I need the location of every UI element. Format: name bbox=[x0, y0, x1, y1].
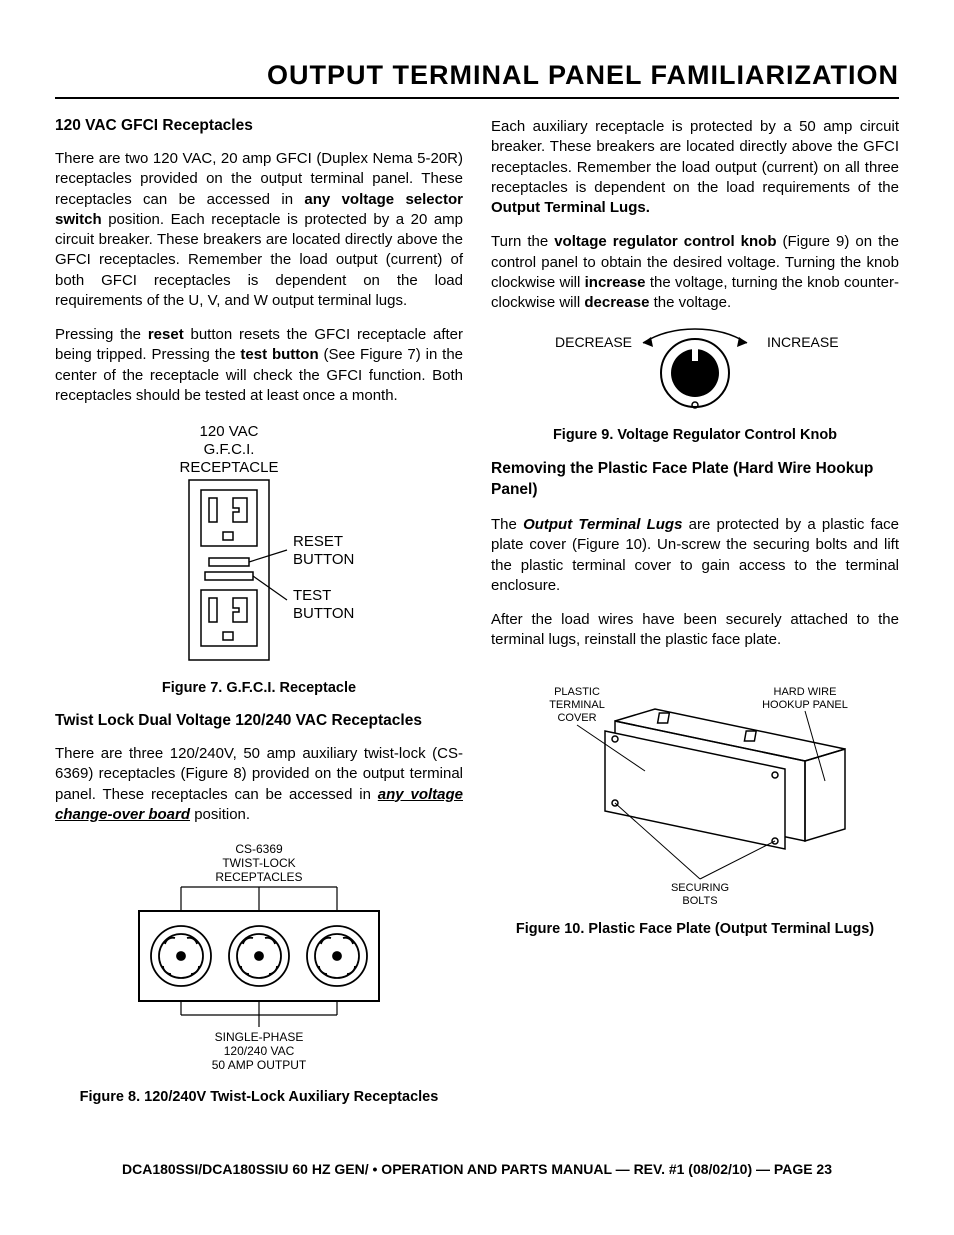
figure-7: 120 VAC G.F.C.I. RECEPTACLE bbox=[55, 420, 463, 674]
svg-text:120 VAC: 120 VAC bbox=[200, 423, 259, 440]
svg-text:DECREASE: DECREASE bbox=[555, 334, 632, 350]
para-faceplate-1: The Output Terminal Lugs are protected b… bbox=[491, 515, 899, 596]
text-bold: increase bbox=[585, 274, 646, 291]
svg-text:CS-6369: CS-6369 bbox=[235, 842, 283, 856]
figure-7-caption: Figure 7. G.F.C.I. Receptacle bbox=[55, 680, 463, 696]
text: The bbox=[491, 516, 523, 533]
para-gfci-reset: Pressing the reset button resets the GFC… bbox=[55, 325, 463, 406]
para-aux-breaker: Each auxiliary receptacle is protected b… bbox=[491, 117, 899, 218]
svg-text:RESET: RESET bbox=[293, 533, 343, 550]
para-voltage-knob: Turn the voltage regulator control knob … bbox=[491, 232, 899, 313]
svg-text:COVER: COVER bbox=[557, 712, 596, 724]
figure-9: DECREASE INCREASE bbox=[491, 327, 899, 421]
text-bold: decrease bbox=[584, 294, 649, 311]
figure-8-caption: Figure 8. 120/240V Twist-Lock Auxiliary … bbox=[55, 1089, 463, 1105]
svg-text:HARD WIRE: HARD WIRE bbox=[774, 686, 837, 698]
svg-text:TWIST-LOCK: TWIST-LOCK bbox=[222, 856, 295, 870]
para-faceplate-2: After the load wires have been securely … bbox=[491, 610, 899, 651]
heading-twistlock: Twist Lock Dual Voltage 120/240 VAC Rece… bbox=[55, 712, 463, 730]
text-bold-italic: Output Terminal Lugs bbox=[523, 516, 682, 533]
content-columns: 120 VAC GFCI Receptacles There are two 1… bbox=[55, 117, 899, 1121]
voltage-regulator-knob-diagram: DECREASE INCREASE bbox=[515, 327, 875, 417]
gfci-receptacle-diagram: 120 VAC G.F.C.I. RECEPTACLE bbox=[129, 420, 389, 670]
svg-text:SINGLE-PHASE: SINGLE-PHASE bbox=[215, 1030, 304, 1044]
figure-10: PLASTIC TERMINAL COVER HARD WIRE HOOKUP … bbox=[491, 681, 899, 915]
svg-text:TERMINAL: TERMINAL bbox=[549, 699, 605, 711]
svg-text:INCREASE: INCREASE bbox=[767, 334, 839, 350]
para-gfci-intro: There are two 120 VAC, 20 amp GFCI (Dupl… bbox=[55, 149, 463, 311]
svg-text:BUTTON: BUTTON bbox=[293, 605, 354, 622]
text: Pressing the bbox=[55, 326, 148, 343]
svg-text:BOLTS: BOLTS bbox=[682, 895, 717, 907]
text: Each auxiliary receptacle is protected b… bbox=[491, 118, 899, 196]
text: Turn the bbox=[491, 233, 554, 250]
text-bold: reset bbox=[148, 326, 184, 343]
page-title: OUTPUT TERMINAL PANEL FAMILIARIZATION bbox=[55, 60, 899, 91]
svg-text:HOOKUP PANEL: HOOKUP PANEL bbox=[762, 699, 848, 711]
svg-text:PLASTIC: PLASTIC bbox=[554, 686, 600, 698]
heading-gfci: 120 VAC GFCI Receptacles bbox=[55, 117, 463, 135]
figure-10-caption: Figure 10. Plastic Face Plate (Output Te… bbox=[491, 921, 899, 937]
text-bold: Output Terminal Lugs. bbox=[491, 199, 650, 216]
svg-text:BUTTON: BUTTON bbox=[293, 551, 354, 568]
svg-text:TEST: TEST bbox=[293, 587, 331, 604]
svg-text:50 AMP OUTPUT: 50 AMP OUTPUT bbox=[212, 1058, 307, 1072]
twistlock-receptacles-diagram: CS-6369 TWIST-LOCK RECEPTACLES bbox=[109, 839, 409, 1079]
para-twistlock: There are three 120/240V, 50 amp auxilia… bbox=[55, 744, 463, 825]
figure-9-caption: Figure 9. Voltage Regulator Control Knob bbox=[491, 427, 899, 443]
svg-text:G.F.C.I.: G.F.C.I. bbox=[204, 441, 255, 458]
svg-text:120/240 VAC: 120/240 VAC bbox=[224, 1044, 295, 1058]
text: position. Each receptacle is protected b… bbox=[55, 211, 463, 309]
text: position. bbox=[190, 806, 250, 823]
left-column: 120 VAC GFCI Receptacles There are two 1… bbox=[55, 117, 463, 1121]
right-column: Each auxiliary receptacle is protected b… bbox=[491, 117, 899, 1121]
text-bold: voltage regulator control knob bbox=[554, 233, 776, 250]
plastic-face-plate-diagram: PLASTIC TERMINAL COVER HARD WIRE HOOKUP … bbox=[505, 681, 885, 911]
svg-text:RECEPTACLE: RECEPTACLE bbox=[180, 459, 279, 476]
text-bold: test button bbox=[240, 346, 318, 363]
text: the voltage. bbox=[649, 294, 731, 311]
figure-8: CS-6369 TWIST-LOCK RECEPTACLES bbox=[55, 839, 463, 1083]
heading-faceplate: Removing the Plastic Face Plate (Hard Wi… bbox=[491, 459, 899, 501]
svg-text:RECEPTACLES: RECEPTACLES bbox=[215, 870, 302, 884]
page-footer: DCA180SSI/DCA180SSIU 60 HZ GEN/ • OPERAT… bbox=[55, 1161, 899, 1177]
svg-text:SECURING: SECURING bbox=[671, 882, 729, 894]
title-rule bbox=[55, 97, 899, 99]
